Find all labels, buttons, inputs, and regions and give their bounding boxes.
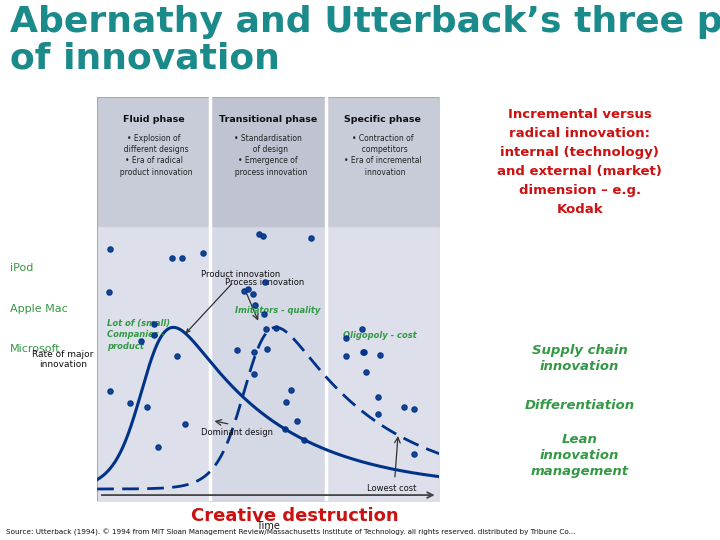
Point <box>104 288 115 296</box>
Point <box>104 245 115 254</box>
Text: iPod: iPod <box>10 263 33 273</box>
Text: • Contraction of
  competitors
• Era of incremental
  innovation: • Contraction of competitors • Era of in… <box>344 133 422 177</box>
Text: Lot of (small)
Companies -
product: Lot of (small) Companies - product <box>107 319 171 350</box>
Point <box>166 254 178 262</box>
Text: • Standardisation
  of design
• Emergence of
  process innovation: • Standardisation of design • Emergence … <box>230 133 307 177</box>
Point <box>171 352 182 360</box>
Point <box>247 290 258 299</box>
Point <box>142 403 153 411</box>
Text: Product innovation: Product innovation <box>186 270 280 333</box>
Point <box>305 234 317 242</box>
Point <box>124 399 135 408</box>
Text: Dominant design: Dominant design <box>202 428 274 437</box>
Point <box>291 416 302 425</box>
Point <box>357 348 369 356</box>
Text: Apple Mac: Apple Mac <box>10 303 68 314</box>
Point <box>259 278 271 286</box>
Text: Microsoft: Microsoft <box>10 345 60 354</box>
Point <box>248 347 260 356</box>
Text: Lean
innovation
management: Lean innovation management <box>531 433 629 478</box>
Point <box>258 232 269 240</box>
Text: Imitators - quality: Imitators - quality <box>235 306 320 315</box>
Point <box>104 387 116 395</box>
Text: Source: Utterback (1994). © 1994 from MIT Sloan Management Review/Massachusetts : Source: Utterback (1994). © 1994 from MI… <box>6 529 575 536</box>
Text: Transitional phase: Transitional phase <box>219 116 318 124</box>
Point <box>176 254 188 262</box>
Point <box>253 230 265 238</box>
Point <box>373 409 384 418</box>
Point <box>249 300 261 309</box>
Point <box>270 324 282 333</box>
Point <box>197 249 208 258</box>
Text: Oligopoly - cost: Oligopoly - cost <box>343 332 417 341</box>
Point <box>260 324 271 333</box>
Point <box>398 402 410 411</box>
Text: • Explosion of
  different designs
• Era of radical
  product innovation: • Explosion of different designs • Era o… <box>115 133 192 177</box>
Text: Incremental versus
radical innovation:
internal (technology)
and external (marke: Incremental versus radical innovation: i… <box>498 108 662 216</box>
Point <box>286 386 297 395</box>
Text: Creative destruction: Creative destruction <box>192 507 399 525</box>
Point <box>359 347 370 356</box>
Point <box>148 331 159 340</box>
Point <box>148 320 160 328</box>
Point <box>248 370 260 379</box>
Point <box>258 309 269 318</box>
Text: Process innovation: Process innovation <box>225 278 305 287</box>
Text: Rate of major
innovation: Rate of major innovation <box>32 350 94 369</box>
Point <box>152 443 163 451</box>
Text: Fluid phase: Fluid phase <box>123 116 184 124</box>
Point <box>356 325 368 334</box>
Point <box>243 285 254 293</box>
Point <box>279 425 291 434</box>
Text: Specific phase: Specific phase <box>344 116 421 124</box>
Text: Time: Time <box>256 521 280 531</box>
Point <box>340 352 351 360</box>
Text: Abernathy and Utterback’s three phases
of innovation: Abernathy and Utterback’s three phases o… <box>9 5 720 76</box>
Point <box>372 392 383 401</box>
Point <box>298 436 310 444</box>
Point <box>261 345 273 354</box>
Point <box>231 346 243 354</box>
Point <box>360 368 372 376</box>
Point <box>374 351 385 360</box>
Point <box>341 333 352 342</box>
Point <box>409 450 420 458</box>
Point <box>135 336 147 345</box>
Text: Supply chain
innovation: Supply chain innovation <box>532 344 627 373</box>
Point <box>179 420 191 428</box>
Point <box>280 397 292 406</box>
Text: KU LEUVEN: KU LEUVEN <box>603 511 708 530</box>
Text: Lowest cost: Lowest cost <box>366 484 416 492</box>
Point <box>239 287 251 296</box>
Point <box>408 404 420 413</box>
Text: Differentiation: Differentiation <box>525 400 634 413</box>
